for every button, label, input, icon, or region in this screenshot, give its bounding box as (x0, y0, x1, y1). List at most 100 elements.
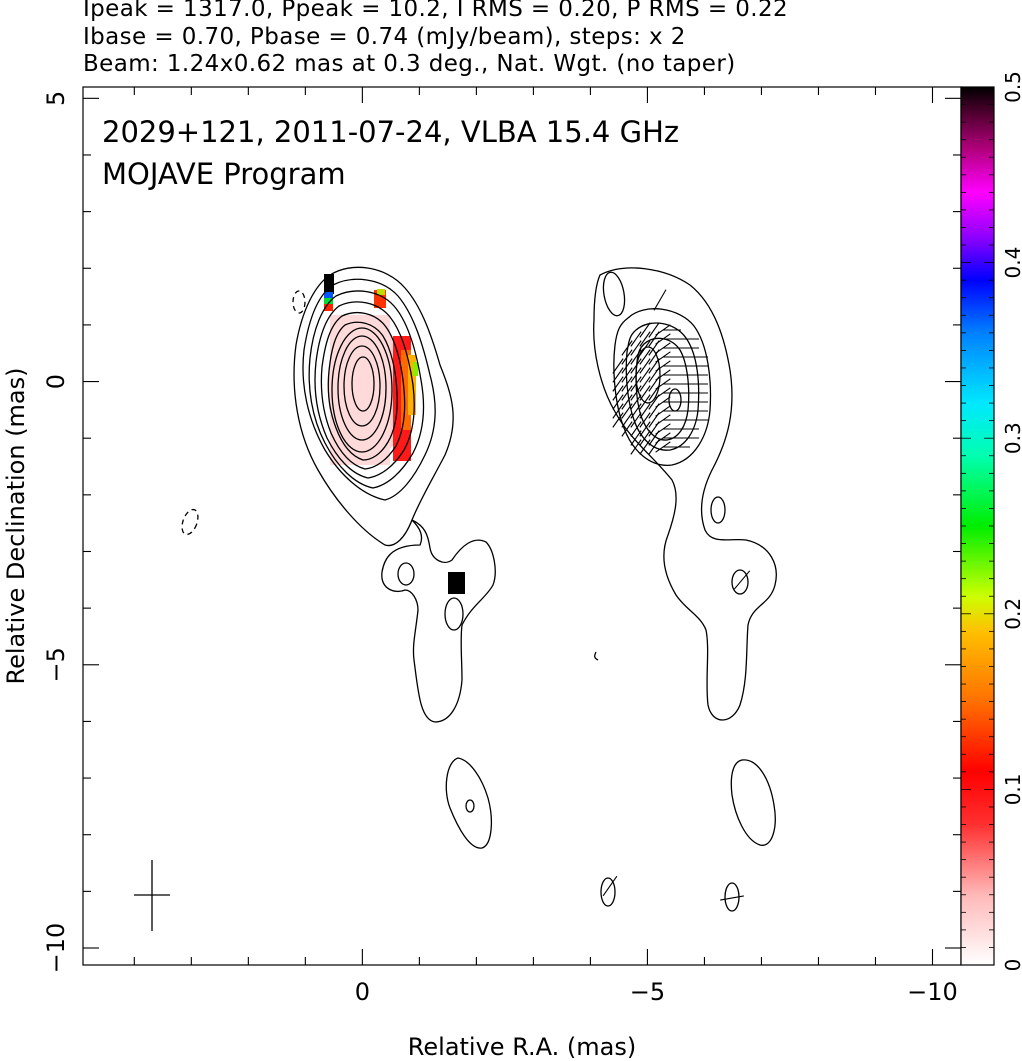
y-tick-label: 0 (42, 374, 70, 389)
x-tick-label: −5 (630, 978, 665, 1006)
polarized-intensity-contours (593, 267, 777, 912)
evpa-tick (648, 340, 660, 356)
evpa-tick (630, 412, 642, 428)
evpa-tick (639, 412, 651, 428)
evpa-tick (621, 394, 633, 410)
colorbar-tick-label: 0.2 (1001, 598, 1022, 630)
evpa-tick (630, 403, 642, 419)
edge-color-yellow (408, 355, 416, 415)
edge-pixel-yellow (377, 289, 385, 295)
evpa-tick (720, 895, 744, 901)
evpa-tick (630, 358, 642, 374)
y-axis-label: Relative Declination (mas) (2, 367, 30, 684)
evpa-tick (630, 331, 642, 347)
x-tick-label: −10 (907, 978, 958, 1006)
evpa-tick (630, 349, 642, 365)
evpa-tick (621, 358, 633, 374)
tick-labels: 0 −5 −10 5 0 −5 −10 (42, 91, 958, 1006)
plot-frame (82, 86, 962, 966)
header-line-3: Beam: 1.24x0.62 mas at 0.3 deg., Nat. Wg… (83, 51, 736, 77)
evpa-tick (630, 439, 642, 455)
evpa-tick (648, 394, 660, 410)
evpa-tick (621, 340, 633, 356)
evpa-tick (648, 358, 660, 374)
edge-pixel-green (324, 298, 333, 304)
evpa-tick (648, 430, 660, 446)
evpa-tick (612, 385, 624, 401)
edge-color-green (413, 362, 418, 376)
evpa-tick (621, 349, 633, 365)
axis-ticks (83, 87, 961, 965)
evpa-tick (648, 421, 660, 437)
evpa-tick (639, 385, 651, 401)
colorbar-tick-label: 0.1 (1001, 773, 1022, 805)
evpa-tick (621, 376, 633, 392)
edge-color-orange (401, 350, 411, 430)
evpa-tick (648, 439, 660, 455)
chart-subtitle: MOJAVE Program (102, 157, 346, 191)
evpa-tick (648, 349, 660, 365)
y-tick-label: −5 (42, 647, 70, 682)
evpa-tick (639, 394, 651, 410)
evpa-vectors (602, 289, 751, 901)
evpa-tick (612, 376, 624, 392)
evpa-tick (648, 367, 660, 383)
x-tick-label: 0 (355, 978, 370, 1006)
chart-title: 2029+121, 2011-07-24, VLBA 15.4 GHz (102, 115, 679, 149)
y-tick-label: 5 (42, 91, 70, 106)
evpa-tick (639, 322, 651, 338)
evpa-tick (648, 376, 660, 392)
evpa-tick (639, 340, 651, 356)
header-line-2: Ibase = 0.70, Pbase = 0.74 (mJy/beam), s… (83, 24, 686, 50)
colorbar-tick-label: 0.4 (1001, 247, 1022, 279)
edge-pixel-red (324, 304, 333, 311)
edge-pixel-black (324, 274, 334, 294)
evpa-tick (621, 385, 633, 401)
y-tick-label: −10 (42, 923, 70, 974)
evpa-tick (648, 412, 660, 428)
stokes-i-contours (181, 266, 496, 849)
evpa-tick (639, 358, 651, 374)
evpa-tick (612, 403, 624, 419)
knot-pixel-black (448, 572, 465, 594)
evpa-tick (653, 289, 667, 311)
evpa-tick (630, 340, 642, 356)
colorbar-tick-label: 0.5 (1001, 71, 1022, 103)
evpa-tick (612, 394, 624, 410)
evpa-tick (648, 331, 660, 347)
evpa-tick (639, 421, 651, 437)
evpa-tick (733, 570, 751, 590)
evpa-tick (621, 403, 633, 419)
evpa-tick (612, 367, 624, 383)
evpa-tick (630, 385, 642, 401)
evpa-tick (630, 421, 642, 437)
evpa-tick (648, 385, 660, 401)
colorbar (960, 86, 995, 966)
evpa-tick (621, 412, 633, 428)
evpa-tick (639, 430, 651, 446)
evpa-tick (630, 367, 642, 383)
evpa-tick (639, 367, 651, 383)
evpa-tick (648, 322, 660, 338)
evpa-tick (630, 376, 642, 392)
beam-marker (134, 860, 170, 931)
x-axis-label: Relative R.A. (mas) (408, 1033, 636, 1061)
evpa-tick (639, 349, 651, 365)
evpa-tick (630, 394, 642, 410)
evpa-tick (612, 358, 624, 374)
header-line-1: Ipeak = 1317.0, Ppeak = 10.2, I RMS = 0.… (83, 0, 789, 22)
evpa-tick (639, 439, 651, 455)
evpa-tick (621, 421, 633, 437)
evpa-tick (648, 403, 660, 419)
evpa-tick (639, 376, 651, 392)
colorbar-tick-label: 0 (1001, 959, 1022, 972)
fractional-polarization-color-map (324, 274, 465, 594)
evpa-tick (612, 412, 624, 428)
edge-pixel-blue (324, 292, 333, 298)
colorbar-ticks: 0 0.1 0.2 0.3 0.4 0.5 (961, 71, 1022, 971)
evpa-tick (639, 403, 651, 419)
evpa-tick (630, 430, 642, 446)
core-color-region-2 (330, 315, 390, 465)
evpa-tick (602, 875, 618, 897)
